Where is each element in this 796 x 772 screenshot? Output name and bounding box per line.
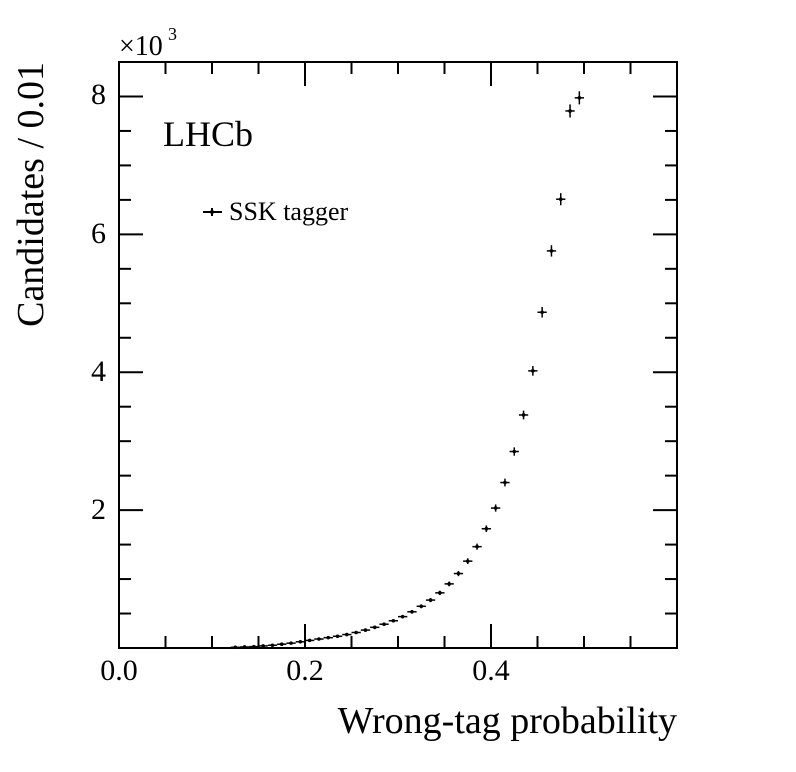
point-marker-37 [577, 96, 582, 100]
point-marker-14 [363, 628, 368, 632]
point-marker-34 [549, 249, 554, 253]
x-tick-label-1: 0.2 [286, 654, 324, 687]
data-point-27 [481, 525, 491, 533]
data-point-13 [351, 630, 361, 635]
data-point-17 [388, 618, 398, 623]
point-marker-27 [484, 526, 489, 531]
point-marker-11 [335, 634, 340, 639]
data-point-0 [230, 645, 240, 650]
point-marker-9 [317, 637, 321, 641]
y-tick-label-2: 6 [91, 217, 106, 250]
point-marker-2 [252, 644, 256, 649]
point-marker-26 [475, 544, 479, 549]
point-marker-4 [270, 643, 275, 648]
data-point-7 [295, 639, 305, 644]
data-point-18 [398, 614, 408, 619]
data-point-32 [528, 366, 538, 376]
data-point-35 [556, 193, 566, 206]
point-marker-15 [372, 625, 377, 630]
data-point-15 [370, 625, 380, 630]
point-marker-18 [400, 614, 405, 619]
experiment-label: LHCb [163, 114, 253, 154]
data-point-22 [435, 590, 445, 596]
data-point-5 [277, 642, 287, 647]
y-multiplier: ×10 [119, 31, 163, 62]
data-point-36 [565, 104, 575, 118]
y-tick-label-3: 8 [91, 78, 106, 111]
point-marker-6 [289, 641, 293, 645]
point-marker-21 [428, 598, 433, 602]
point-marker-35 [558, 197, 563, 201]
data-point-16 [379, 622, 389, 627]
point-marker-29 [503, 480, 507, 485]
data-point-33 [537, 307, 547, 318]
data-point-24 [453, 570, 464, 577]
point-marker-3 [261, 644, 265, 648]
data-point-12 [342, 632, 352, 637]
point-marker-10 [326, 635, 331, 640]
x-axis-ticks [118, 62, 678, 648]
data-point-34 [546, 245, 557, 257]
point-marker-16 [382, 622, 386, 627]
data-point-8 [305, 638, 315, 643]
x-axis-label: Wrong-tag probability [338, 700, 677, 742]
point-marker-13 [354, 630, 358, 635]
data-point-37 [574, 91, 584, 105]
point-marker-31 [521, 413, 526, 417]
legend-marker-dot [210, 210, 214, 214]
y-multiplier-exponent: 3 [168, 24, 177, 44]
data-points [230, 91, 584, 650]
point-marker-7 [298, 639, 303, 644]
point-marker-17 [391, 618, 396, 623]
point-marker-0 [233, 645, 238, 650]
data-point-11 [332, 634, 343, 639]
point-marker-28 [493, 506, 498, 510]
point-marker-8 [307, 638, 312, 643]
x-tick-label-0: 0.0 [100, 654, 138, 687]
data-point-1 [239, 645, 250, 649]
legend: SSK tagger [203, 197, 349, 226]
point-marker-22 [438, 591, 442, 595]
data-point-9 [314, 637, 324, 641]
data-point-23 [444, 581, 454, 587]
data-point-2 [249, 644, 259, 649]
data-point-21 [425, 598, 436, 603]
data-point-25 [463, 558, 473, 564]
data-point-6 [286, 641, 296, 645]
y-axis-ticks [119, 61, 677, 649]
y-axis-label: Candidates / 0.01 [10, 62, 52, 327]
data-point-29 [500, 478, 510, 487]
point-marker-25 [465, 559, 470, 563]
point-marker-33 [540, 310, 544, 315]
point-marker-19 [410, 610, 414, 614]
point-marker-1 [242, 645, 247, 649]
data-point-4 [267, 643, 278, 648]
data-point-20 [416, 604, 426, 609]
point-marker-20 [419, 604, 424, 609]
point-marker-36 [568, 109, 572, 113]
data-point-28 [491, 504, 501, 512]
data-point-19 [407, 610, 417, 614]
legend-label: SSK tagger [229, 197, 349, 226]
data-point-31 [518, 410, 529, 420]
data-point-10 [323, 635, 333, 640]
point-marker-23 [447, 582, 451, 586]
data-point-30 [509, 447, 519, 456]
point-marker-5 [279, 642, 284, 647]
x-tick-label-2: 0.4 [472, 654, 510, 687]
y-tick-label-1: 4 [91, 355, 106, 388]
y-tick-label-0: 2 [91, 493, 106, 526]
data-point-14 [360, 628, 371, 632]
data-point-26 [472, 543, 482, 550]
point-marker-24 [456, 571, 461, 576]
point-marker-30 [512, 449, 517, 454]
point-marker-12 [345, 632, 349, 637]
data-point-3 [258, 644, 268, 648]
point-marker-32 [531, 369, 535, 373]
